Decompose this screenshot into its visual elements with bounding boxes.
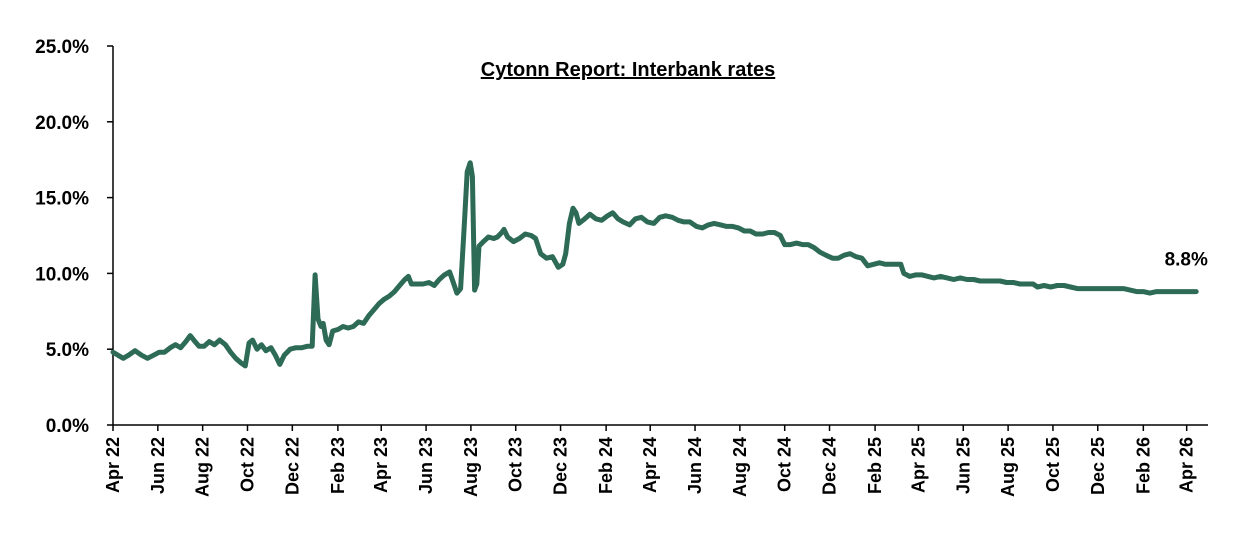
- x-tick-label: Feb 25: [865, 437, 885, 494]
- x-tick-label: Aug 22: [193, 437, 213, 497]
- x-tick-label: Apr 24: [640, 437, 660, 493]
- y-tick-label: 10.0%: [35, 264, 89, 285]
- x-tick-label: Aug 24: [730, 437, 750, 497]
- y-tick-label: 20.0%: [35, 113, 89, 134]
- y-tick-label: 0.0%: [46, 416, 89, 437]
- x-tick-label: Jun 24: [685, 437, 705, 494]
- x-tick-label: Aug 23: [461, 437, 481, 497]
- chart-title: Cytonn Report: Interbank rates: [481, 59, 775, 81]
- x-tick-label: Apr 26: [1177, 437, 1197, 493]
- x-tick-label: Dec 22: [282, 437, 302, 495]
- x-tick-label: Jun 25: [953, 437, 973, 494]
- end-value-label: 8.8%: [1165, 250, 1208, 271]
- y-tick-label: 25.0%: [35, 37, 89, 58]
- y-tick-label: 5.0%: [46, 340, 89, 361]
- x-tick-label: Apr 25: [908, 437, 928, 493]
- x-tick-label: Jun 23: [416, 437, 436, 494]
- y-tick-label: 15.0%: [35, 189, 89, 210]
- y-axis: 0.0% 5.0% 10.0% 15.0% 20.0% 25.0%: [35, 37, 114, 437]
- x-tick-label: Oct 24: [775, 437, 795, 492]
- x-tick-label: Oct 25: [1043, 437, 1063, 492]
- x-tick-label: Feb 26: [1133, 437, 1153, 494]
- x-tick-label: Oct 22: [237, 437, 257, 492]
- x-tick-label: Dec 24: [820, 437, 840, 495]
- x-tick-label: Apr 23: [371, 437, 391, 493]
- x-tick-label: Oct 23: [506, 437, 526, 492]
- x-tick-label: Aug 25: [998, 437, 1018, 497]
- x-tick-label: Apr 22: [103, 437, 123, 493]
- x-tick-label: Jun 22: [148, 437, 168, 494]
- x-tick-label: Dec 25: [1088, 437, 1108, 495]
- x-tick-label: Feb 24: [596, 437, 616, 494]
- x-axis: Apr 22 Jun 22 Aug 22 Oct 22 Dec 22 Feb 23 Apr …: [103, 424, 1208, 497]
- x-tick-label: Dec 23: [551, 437, 571, 495]
- series-line-interbank-rate: [110, 160, 1199, 369]
- x-tick-label: Feb 23: [328, 437, 348, 494]
- series-group: [110, 160, 1199, 369]
